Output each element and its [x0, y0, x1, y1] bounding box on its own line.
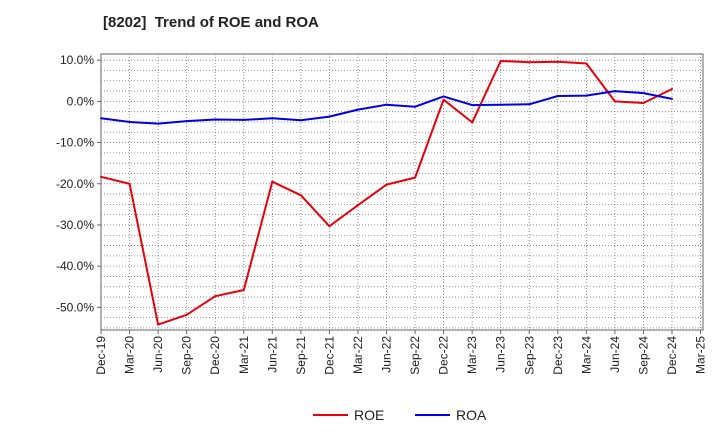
- roa-data-point: [556, 95, 559, 98]
- roa-data-point: [128, 120, 131, 123]
- roa-data-point: [356, 108, 359, 111]
- roa-data-point: [671, 97, 673, 100]
- roe-data-point: [585, 62, 588, 65]
- roe-data-point: [499, 60, 502, 63]
- roe-data-point: [128, 182, 131, 185]
- roe-data-point: [414, 176, 417, 179]
- series-lines: [100, 60, 673, 326]
- legend: ROE ROA: [313, 407, 487, 423]
- plot-area: [100, 53, 704, 331]
- y-tick-label: -30.0%: [56, 218, 94, 232]
- roa-data-point: [242, 118, 245, 121]
- roa-data-point: [328, 115, 331, 118]
- x-tick-label: Jun-20: [151, 336, 165, 373]
- roe-data-point: [642, 102, 645, 105]
- roe-data-point: [613, 100, 616, 103]
- x-tick-label: Sep-24: [636, 336, 650, 375]
- roe-data-point: [185, 313, 188, 316]
- x-tick-label: Dec-20: [208, 336, 222, 375]
- y-tick-label: -20.0%: [56, 177, 94, 191]
- roa-data-point: [613, 90, 616, 93]
- x-tick-label: Sep-23: [522, 336, 536, 375]
- y-tick-label: -50.0%: [56, 300, 94, 314]
- roa-data-point: [185, 120, 188, 123]
- x-tick-label: Dec-21: [322, 336, 336, 375]
- roe-data-point: [356, 204, 359, 207]
- roa-data-point: [385, 103, 388, 106]
- roe-data-point: [100, 175, 102, 178]
- legend-label-roa: ROA: [456, 407, 487, 423]
- roa-data-point: [414, 105, 417, 108]
- x-tick-label: Dec-24: [665, 336, 679, 375]
- roa-data-point: [100, 117, 102, 120]
- x-tick-label: Mar-22: [351, 336, 365, 374]
- roe-data-point: [556, 60, 559, 63]
- x-tick-label: Mar-20: [123, 336, 137, 374]
- y-tick-label: 10.0%: [60, 53, 94, 67]
- x-tick-label: Mar-23: [465, 336, 479, 374]
- x-tick-label: Mar-25: [694, 336, 708, 374]
- legend-label-roe: ROE: [354, 407, 384, 423]
- roa-data-point: [157, 122, 160, 125]
- roe-data-point: [299, 194, 302, 197]
- roa-data-point: [214, 118, 217, 121]
- roe-data-point: [385, 183, 388, 186]
- roa-data-point: [499, 103, 502, 106]
- roe-data-point: [671, 88, 673, 91]
- x-tick-label: Sep-22: [408, 336, 422, 375]
- x-tick-label: Dec-22: [437, 336, 451, 375]
- roa-data-point: [642, 92, 645, 95]
- roa-data-point: [271, 117, 274, 120]
- x-tick-label: Jun-24: [608, 336, 622, 373]
- roe-data-point: [528, 61, 531, 64]
- roe-data-point: [214, 295, 217, 298]
- x-tick-label: Mar-24: [579, 336, 593, 374]
- y-tick-label: 0.0%: [67, 94, 95, 108]
- roa-data-point: [299, 119, 302, 122]
- x-tick-label: Sep-20: [180, 336, 194, 375]
- x-tick-label: Dec-23: [551, 336, 565, 375]
- x-axis-tick-labels: Dec-19 Mar-20 Jun-20 Sep-20 Dec-20 Mar-21 Jun-…: [94, 330, 708, 375]
- roa-data-point: [528, 103, 531, 106]
- chart-title: [8202] Trend of ROE and ROA: [103, 14, 319, 31]
- roe-data-point: [157, 323, 160, 326]
- roe-data-point: [242, 289, 245, 292]
- roa-data-point: [442, 95, 445, 98]
- x-tick-label: Jun-22: [380, 336, 394, 373]
- roe-data-point: [271, 180, 274, 183]
- x-tick-label: Sep-21: [294, 336, 308, 375]
- y-tick-label: -10.0%: [56, 136, 94, 150]
- y-tick-label: -40.0%: [56, 259, 94, 273]
- roe-data-point: [442, 98, 445, 101]
- x-tick-label: Mar-21: [237, 336, 251, 374]
- grid-lines: [101, 54, 703, 330]
- x-tick-label: Dec-19: [94, 336, 108, 375]
- x-tick-label: Jun-21: [265, 336, 279, 373]
- roa-data-point: [471, 104, 474, 107]
- x-tick-label: Jun-23: [494, 336, 508, 373]
- y-axis-tick-labels: 10.0% 0.0% -10.0% -20.0% -30.0% -40.0% -50.0%: [56, 53, 101, 314]
- roe-data-point: [471, 121, 474, 124]
- roe-data-point: [328, 225, 331, 228]
- roa-data-point: [585, 94, 588, 97]
